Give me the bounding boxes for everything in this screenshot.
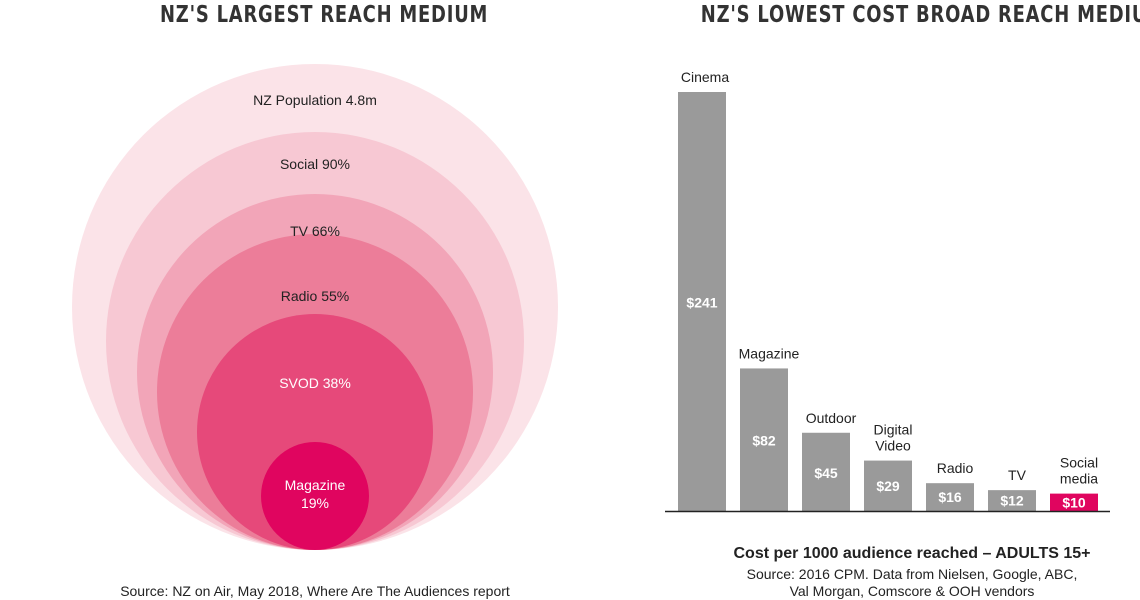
bar-chart-source-line: Val Morgan, Comscore & OOH vendors [789, 583, 1035, 599]
bar-category-label: Video [875, 438, 911, 454]
bar [1050, 493, 1098, 511]
bar-value-label: $241 [686, 295, 717, 311]
bar-category-label: Cinema [681, 69, 729, 85]
bar-chart-heading: Cost per 1000 audience reached – ADULTS … [733, 545, 1091, 562]
bar [864, 460, 912, 511]
circles-chart-title: NZ'S LARGEST REACH MEDIUM [160, 2, 489, 28]
bar-category-label: TV [1008, 467, 1027, 483]
bar-category-label: Magazine [739, 345, 800, 361]
reach-label: Social 90% [280, 156, 350, 172]
circles-source: Source: NZ on Air, May 2018, Where Are T… [120, 583, 510, 599]
bar-value-label: $82 [752, 433, 776, 449]
bar [678, 92, 726, 511]
bar-value-label: $12 [1000, 493, 1024, 509]
reach-label: Radio 55% [281, 288, 350, 304]
bar-chart-source-line: Source: 2016 CPM. Data from Nielsen, Goo… [746, 566, 1078, 582]
reach-label: TV 66% [290, 223, 340, 239]
bar-value-label: $16 [938, 489, 962, 505]
reach-circle [261, 442, 369, 550]
reach-label: Magazine [285, 477, 346, 493]
reach-label: SVOD 38% [279, 375, 351, 391]
reach-label: 19% [301, 495, 329, 511]
bar-category-label: Outdoor [806, 410, 857, 426]
bar-category-label: Social [1060, 455, 1098, 471]
bar [926, 483, 974, 511]
bar [740, 368, 788, 511]
bar-value-label: $45 [814, 465, 838, 481]
bar-value-label: $10 [1062, 494, 1086, 510]
bar-category-label: Radio [937, 460, 974, 476]
bar-category-label: media [1060, 471, 1098, 487]
bar-category-label: Digital [874, 422, 913, 438]
reach-label: NZ Population 4.8m [253, 92, 377, 108]
bar-value-label: $29 [876, 478, 900, 494]
reach-circle [197, 314, 433, 550]
bar-chart-title: NZ'S LOWEST COST BROAD REACH MEDIUM [700, 2, 1140, 28]
bar [988, 490, 1036, 511]
bar [802, 432, 850, 511]
